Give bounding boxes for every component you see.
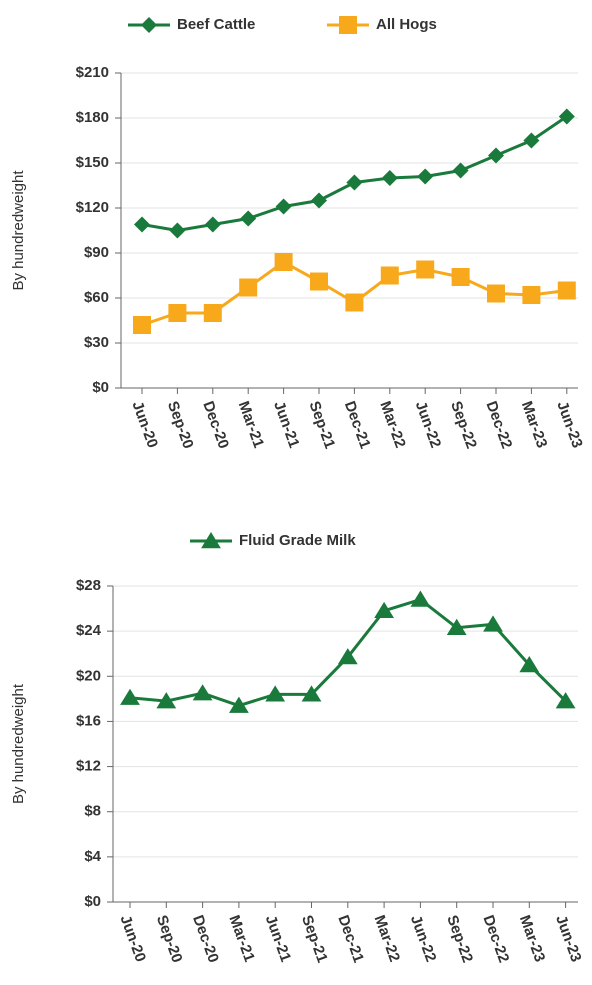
data-point <box>381 170 398 186</box>
legend-marker <box>141 17 157 33</box>
x-tick-label: Sep-20 <box>164 399 197 451</box>
data-point <box>311 192 327 209</box>
x-tick-label: Dec-21 <box>334 913 367 965</box>
data-point <box>451 268 470 286</box>
data-point <box>337 648 358 665</box>
data-point <box>519 656 540 673</box>
data-point <box>452 162 469 179</box>
x-tick-label: Jun-22 <box>407 913 440 964</box>
data-point <box>417 168 434 185</box>
x-tick-label: Dec-22 <box>480 913 513 965</box>
x-tick-label: Sep-21 <box>306 399 339 451</box>
data-point <box>239 278 258 297</box>
data-point <box>380 266 399 285</box>
y-axis-label: By hundredweight <box>10 170 27 291</box>
x-tick-label: Dec-20 <box>199 399 232 451</box>
y-tick-label: $30 <box>84 334 109 351</box>
x-tick-label: Dec-22 <box>483 399 516 451</box>
legend-label: All Hogs <box>376 16 437 33</box>
data-point <box>416 260 435 279</box>
x-tick-label: Sep-22 <box>447 399 480 451</box>
data-point <box>134 216 150 233</box>
x-tick-label: Jun-22 <box>412 399 445 450</box>
data-point <box>555 692 576 709</box>
x-tick-label: Jun-20 <box>129 399 162 450</box>
x-tick-label: Dec-21 <box>341 399 374 451</box>
data-point <box>346 174 363 191</box>
data-point <box>310 272 328 291</box>
x-tick-label: Mar-22 <box>371 913 404 964</box>
y-axis-label: By hundredweight <box>10 683 27 804</box>
y-tick-label: $28 <box>76 577 101 594</box>
data-point <box>558 108 575 125</box>
data-point <box>240 210 257 227</box>
data-point <box>204 216 221 233</box>
y-tick-label: $90 <box>84 244 109 261</box>
data-point <box>410 590 431 607</box>
data-point <box>523 132 540 149</box>
data-point <box>156 692 177 709</box>
y-tick-label: $20 <box>76 667 101 684</box>
data-point <box>203 304 222 322</box>
data-point <box>374 601 394 619</box>
data-point <box>557 281 576 300</box>
y-tick-label: $210 <box>76 64 109 81</box>
y-tick-label: $0 <box>92 379 109 396</box>
x-tick-label: Jun-20 <box>117 913 150 964</box>
y-tick-label: $8 <box>84 803 101 820</box>
x-tick-label: Mar-23 <box>518 399 551 450</box>
y-tick-label: $150 <box>76 154 109 171</box>
legend-marker <box>339 16 357 34</box>
y-tick-label: $60 <box>84 289 109 306</box>
data-point <box>274 253 293 271</box>
y-tick-label: $4 <box>84 848 101 865</box>
data-point <box>483 615 503 632</box>
data-point <box>169 222 186 239</box>
x-tick-label: Sep-21 <box>298 913 331 965</box>
y-tick-label: $16 <box>76 712 101 729</box>
data-point <box>133 316 151 334</box>
y-tick-label: $180 <box>76 109 109 126</box>
data-point <box>487 284 505 303</box>
data-point <box>168 304 187 322</box>
x-tick-label: Dec-20 <box>189 913 222 965</box>
y-tick-label: $12 <box>76 758 101 775</box>
data-point <box>275 198 292 215</box>
x-tick-label: Mar-21 <box>225 913 258 964</box>
data-point <box>522 286 541 304</box>
x-tick-label: Sep-22 <box>443 913 476 965</box>
series-line <box>141 115 568 233</box>
data-point <box>345 293 364 312</box>
x-tick-label: Mar-23 <box>516 913 549 964</box>
x-tick-label: Jun-21 <box>262 913 295 964</box>
x-tick-label: Mar-22 <box>376 399 409 450</box>
data-point <box>301 685 322 702</box>
data-point <box>265 685 286 702</box>
y-tick-label: $24 <box>76 622 102 639</box>
x-tick-label: Jun-21 <box>270 399 303 450</box>
legend-marker <box>201 532 221 549</box>
x-tick-label: Mar-21 <box>235 399 268 450</box>
data-point <box>192 684 213 701</box>
x-tick-label: Jun-23 <box>553 399 586 450</box>
data-point <box>229 696 249 713</box>
y-tick-label: $120 <box>76 199 109 216</box>
x-tick-label: Sep-20 <box>153 913 186 965</box>
x-tick-label: Jun-23 <box>552 913 585 964</box>
y-tick-label: $0 <box>84 893 101 910</box>
legend-label: Fluid Grade Milk <box>239 532 356 549</box>
legend-label: Beef Cattle <box>177 16 255 33</box>
data-point <box>488 147 504 164</box>
data-point <box>446 618 467 635</box>
data-point <box>120 688 140 705</box>
